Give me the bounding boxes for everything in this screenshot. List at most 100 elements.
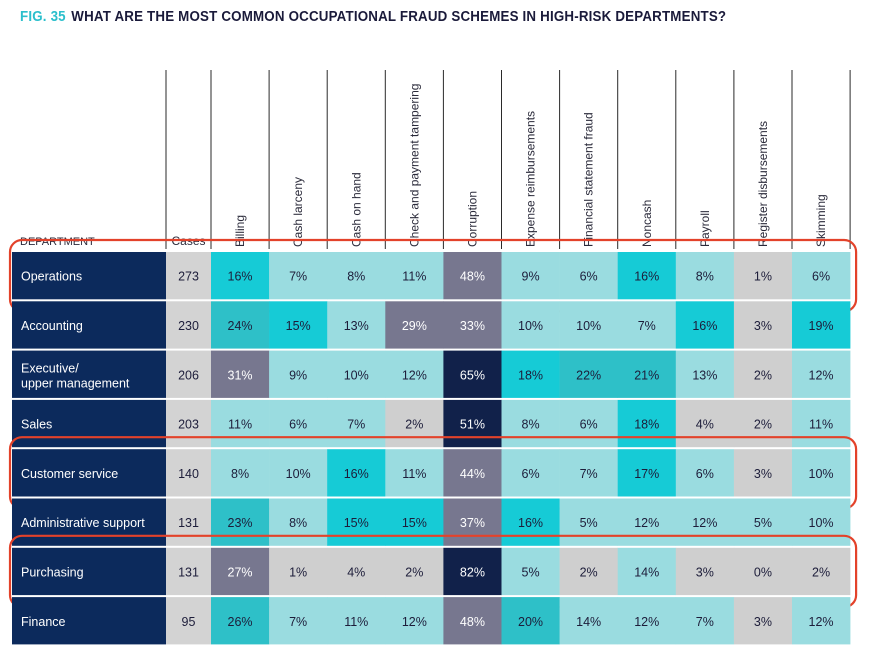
- value-label: 10%: [286, 467, 311, 481]
- value-cell: [559, 252, 618, 300]
- value-label: 2%: [405, 418, 423, 432]
- value-cell: [269, 449, 328, 497]
- column-header: Skimming: [814, 194, 828, 247]
- value-cell: [327, 547, 386, 596]
- value-label: 29%: [402, 319, 427, 333]
- value-cell: [385, 301, 444, 349]
- value-label: 8%: [347, 270, 365, 284]
- value-cell: [385, 252, 444, 300]
- value-label: 16%: [692, 319, 717, 333]
- value-label: 3%: [696, 565, 714, 579]
- value-label: 16%: [228, 270, 253, 284]
- value-cell: [733, 547, 793, 596]
- value-cell: [443, 301, 502, 349]
- value-cell: [385, 547, 444, 596]
- cases-cell: [166, 547, 211, 596]
- value-cell: [559, 547, 618, 596]
- value-label: 12%: [809, 615, 834, 629]
- value-label: 27%: [228, 565, 253, 579]
- column-header: Billing: [233, 215, 247, 247]
- value-label: 10%: [809, 516, 834, 530]
- value-cell: [385, 449, 444, 497]
- value-label: 15%: [344, 516, 369, 530]
- department-cell: [12, 449, 166, 497]
- value-cell: [385, 498, 444, 546]
- value-label: 3%: [754, 467, 772, 481]
- value-label: 12%: [692, 516, 717, 530]
- value-cell: [501, 252, 560, 300]
- value-cell: [211, 498, 270, 546]
- value-cell: [211, 252, 270, 300]
- value-cell: [327, 301, 386, 349]
- value-label: 2%: [405, 565, 423, 579]
- value-label: 9%: [289, 368, 307, 382]
- value-label: 5%: [580, 516, 598, 530]
- value-cell: [501, 547, 560, 596]
- value-cell: [385, 399, 444, 448]
- value-label: 20%: [518, 615, 543, 629]
- column-header: Corruption: [465, 191, 479, 247]
- department-cell: [12, 301, 166, 349]
- value-label: 7%: [580, 467, 598, 481]
- value-label: 12%: [809, 368, 834, 382]
- value-label: 2%: [580, 565, 598, 579]
- value-cell: [559, 449, 618, 497]
- value-label: 11%: [402, 467, 426, 481]
- value-cell: [443, 498, 502, 546]
- value-cell: [733, 350, 793, 398]
- value-label: 12%: [402, 368, 427, 382]
- value-cell: [327, 449, 386, 497]
- column-header: Cash larceny: [291, 177, 305, 247]
- value-label: 16%: [344, 467, 369, 481]
- column-header: Expense reimbursements: [524, 111, 538, 247]
- value-label: 6%: [580, 418, 598, 432]
- value-cell: [327, 498, 386, 546]
- value-cell: [559, 498, 618, 546]
- value-cell: [675, 399, 735, 448]
- value-cell: [443, 449, 502, 497]
- value-label: 23%: [228, 516, 253, 530]
- value-cell: [792, 399, 851, 448]
- value-label: 5%: [754, 516, 772, 530]
- value-cell: [269, 547, 328, 596]
- value-label: 13%: [692, 368, 717, 382]
- value-cell: [559, 301, 618, 349]
- department-header: DEPARTMENT: [20, 236, 95, 248]
- figure-title-text: WHAT ARE THE MOST COMMON OCCUPATIONAL FR…: [71, 9, 727, 25]
- department-label: Purchasing: [21, 565, 84, 579]
- value-cell: [559, 597, 618, 645]
- value-cell: [269, 498, 328, 546]
- value-label: 8%: [522, 418, 540, 432]
- value-cell: [675, 449, 735, 497]
- value-cell: [269, 597, 328, 645]
- value-label: 1%: [754, 270, 772, 284]
- cases-value: 95: [182, 615, 196, 629]
- value-cell: [443, 399, 502, 448]
- column-header: Check and payment tampering: [407, 84, 421, 247]
- value-cell: [559, 350, 618, 398]
- cases-value: 203: [178, 418, 199, 432]
- value-label: 18%: [518, 368, 543, 382]
- value-label: 15%: [286, 319, 311, 333]
- value-cell: [211, 449, 270, 497]
- value-label: 7%: [696, 615, 714, 629]
- value-cell: [385, 597, 444, 645]
- cases-value: 230: [178, 319, 199, 333]
- value-label: 4%: [696, 418, 714, 432]
- value-label: 3%: [754, 319, 772, 333]
- value-label: 7%: [289, 270, 307, 284]
- figure-number: FIG. 35: [20, 9, 66, 25]
- column-header: Cash on hand: [349, 172, 363, 247]
- value-label: 12%: [634, 615, 659, 629]
- value-cell: [792, 449, 851, 497]
- value-cell: [675, 498, 735, 546]
- department-label: Administrative support: [21, 516, 145, 530]
- value-label: 10%: [576, 319, 601, 333]
- value-cell: [501, 350, 560, 398]
- value-cell: [501, 498, 560, 546]
- value-cell: [733, 301, 793, 349]
- value-cell: [617, 498, 677, 546]
- value-cell: [269, 399, 328, 448]
- cases-cell: [166, 498, 211, 546]
- value-cell: [617, 252, 677, 300]
